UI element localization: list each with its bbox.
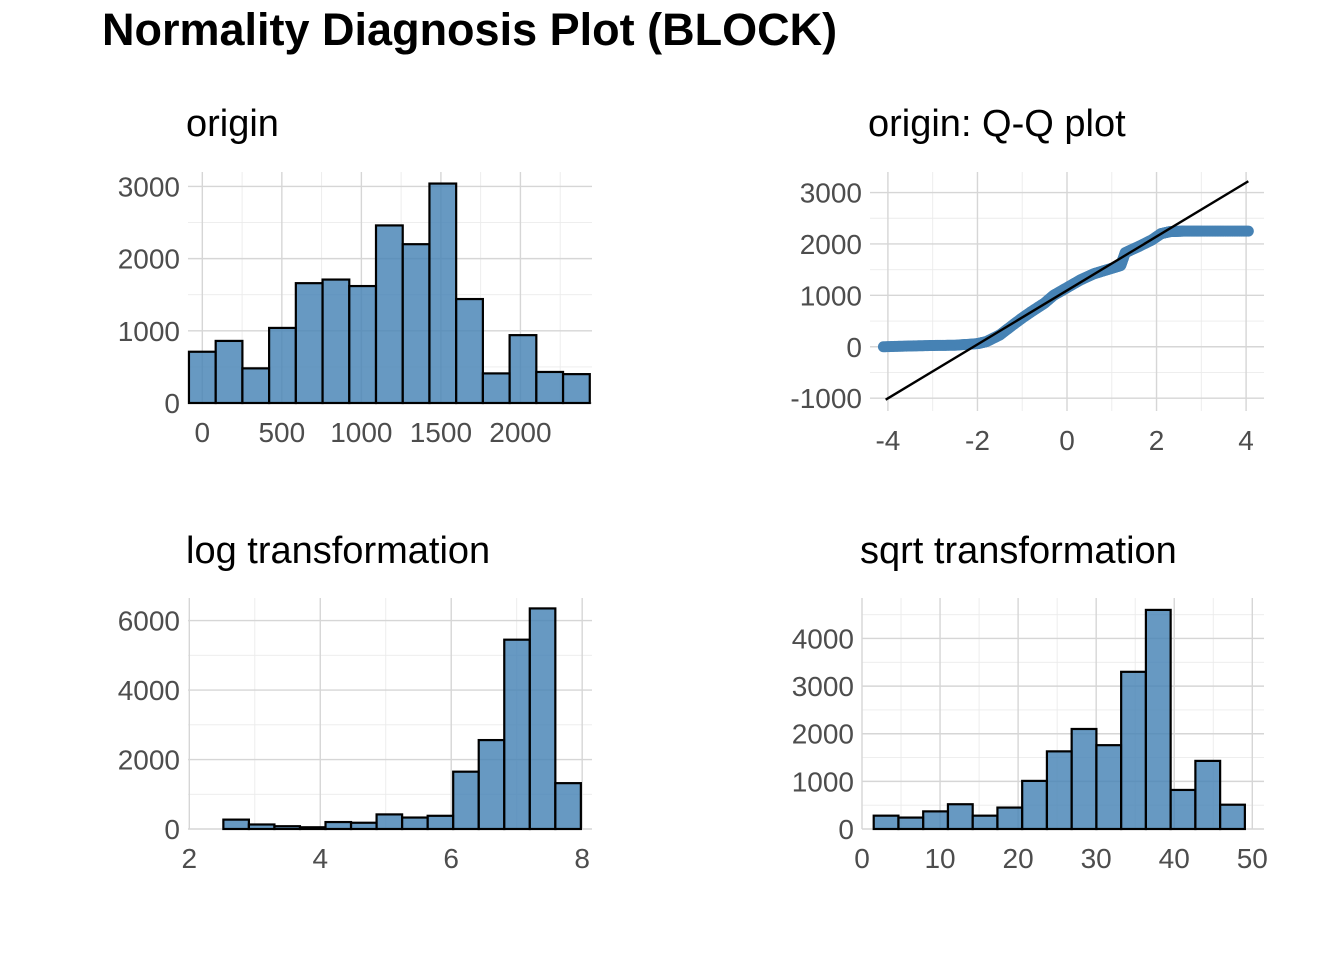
histogram-bar <box>247 823 276 831</box>
y-tick-label: 0 <box>838 814 854 845</box>
y-tick-label: 2000 <box>118 244 180 275</box>
histogram-bar <box>1095 744 1123 831</box>
y-tick-label: 1000 <box>118 316 180 347</box>
y-tick-label: 6000 <box>118 606 180 637</box>
panel-title: sqrt transformation <box>860 530 1177 572</box>
panel-title: origin <box>186 103 279 145</box>
qq-point <box>1242 225 1254 237</box>
histogram-bar <box>946 803 974 831</box>
y-tick-label: 0 <box>164 388 180 419</box>
histogram-bar <box>401 243 431 405</box>
histogram-bar <box>1045 750 1073 831</box>
x-tick-label: 8 <box>574 843 590 874</box>
histogram-bar <box>298 826 327 831</box>
x-tick-label: 2 <box>1149 425 1165 456</box>
y-tick-label: 1000 <box>800 280 862 311</box>
histogram-bar <box>1144 608 1172 831</box>
qq-reference-line <box>885 180 1249 401</box>
x-tick-label: 30 <box>1081 843 1112 874</box>
histogram-bar <box>897 816 925 831</box>
x-tick-label: 500 <box>258 417 305 448</box>
x-tick-label: 0 <box>1059 425 1075 456</box>
panel-title: log transformation <box>186 530 490 572</box>
y-tick-label: 4000 <box>792 623 854 654</box>
histogram-bar <box>321 278 351 405</box>
panel-origin-qq-plot: origin: Q-Q plot -4 -2 0 2 4 -1000 0 1000 2000 300… <box>790 103 1264 456</box>
histogram-bar <box>508 334 538 405</box>
histogram-bar <box>294 282 324 405</box>
histogram-bar <box>535 370 565 405</box>
histogram-bar <box>971 814 999 831</box>
histogram-bar <box>268 326 297 405</box>
histogram-bar <box>1219 803 1246 831</box>
histogram-bar <box>324 820 353 831</box>
y-tick-label: 2000 <box>800 229 862 260</box>
histogram-bar <box>922 810 950 831</box>
x-tick-label: 40 <box>1159 843 1190 874</box>
panel-title: origin: Q-Q plot <box>868 103 1126 145</box>
x-tick-label: -2 <box>965 425 990 456</box>
histogram-bar <box>452 770 480 831</box>
y-tick-label: 3000 <box>118 171 180 202</box>
figure-title: Normality Diagnosis Plot (BLOCK) <box>102 4 837 55</box>
x-tick-label: 1000 <box>330 417 392 448</box>
histogram-bar <box>214 339 244 405</box>
histogram-bar <box>1021 779 1049 831</box>
histogram-bar <box>401 816 429 831</box>
histogram-bar <box>375 813 404 831</box>
histogram-bar <box>187 350 217 405</box>
y-tick-label: -1000 <box>790 383 862 414</box>
panel-log-transformation-histogram: log transformation 2 4 6 8 0 2000 4000 6000 <box>118 530 592 874</box>
histogram-bar <box>477 738 506 831</box>
histogram-bar <box>554 782 582 831</box>
x-tick-label: 1500 <box>410 417 472 448</box>
panel-origin-histogram: origin 0 500 1000 1500 2000 0 1000 2000 3000 <box>118 103 592 448</box>
x-tick-label: 6 <box>443 843 459 874</box>
histogram-bar <box>348 284 378 405</box>
x-tick-label: 4 <box>312 843 328 874</box>
histogram-bar <box>996 806 1024 831</box>
histogram-bar <box>426 814 455 831</box>
histogram-bar <box>1120 670 1147 831</box>
y-tick-label: 0 <box>164 814 180 845</box>
histogram-bar <box>1169 788 1197 831</box>
x-tick-label: -4 <box>875 425 900 456</box>
histogram-bar <box>872 814 900 831</box>
histogram-bar <box>374 224 404 405</box>
x-tick-label: 2 <box>182 843 198 874</box>
histogram-bar <box>481 372 511 405</box>
x-tick-label: 20 <box>1003 843 1034 874</box>
y-tick-label: 2000 <box>118 745 180 776</box>
y-tick-label: 3000 <box>800 178 862 209</box>
y-tick-label: 0 <box>846 332 862 363</box>
histogram-bar <box>1070 727 1098 831</box>
histogram-bar <box>241 367 271 405</box>
x-tick-label: 4 <box>1238 425 1254 456</box>
histogram-bar <box>503 638 531 831</box>
panel-sqrt-transformation-histogram: sqrt transformation 0 10 20 30 40 50 0 1000 2000 3… <box>792 530 1268 874</box>
x-tick-label: 0 <box>854 843 870 874</box>
x-tick-label: 0 <box>195 417 211 448</box>
histogram-bar <box>528 607 557 831</box>
y-tick-label: 1000 <box>792 766 854 797</box>
x-tick-label: 2000 <box>489 417 551 448</box>
y-tick-label: 3000 <box>792 671 854 702</box>
x-tick-label: 10 <box>924 843 955 874</box>
x-tick-label: 50 <box>1237 843 1268 874</box>
histogram-bar <box>561 373 591 405</box>
y-tick-label: 2000 <box>792 719 854 750</box>
histogram-bar <box>349 821 378 831</box>
histogram-bar <box>1194 759 1222 831</box>
histogram-bar <box>222 818 250 831</box>
y-tick-label: 4000 <box>118 675 180 706</box>
histogram-bar <box>455 297 484 405</box>
histogram-bar <box>273 825 302 831</box>
histogram-bar <box>428 182 458 405</box>
